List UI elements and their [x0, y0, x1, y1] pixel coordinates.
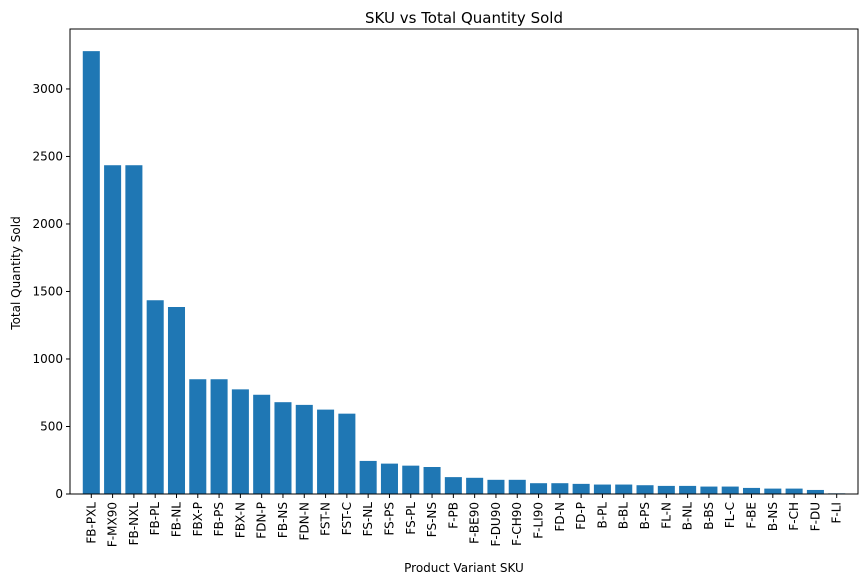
bar-fst-n: [317, 409, 335, 494]
bar-f-be: [742, 487, 761, 494]
bar-b-pl: [593, 484, 611, 494]
bar-fb-nxl: [125, 165, 143, 495]
bar-fs-ps: [380, 463, 398, 494]
bar-b-bl: [615, 484, 633, 494]
x-tick-label: FB-PS: [212, 502, 226, 536]
plot-frame: [69, 28, 859, 495]
bar-f-be90: [466, 477, 484, 494]
x-tick-label: B-BS: [702, 502, 716, 530]
bars-layer: [82, 51, 846, 495]
x-tick-label: B-NS: [766, 502, 780, 531]
bar-f-mx90: [104, 165, 122, 495]
bar-f-du: [806, 489, 824, 494]
bar-fbx-p: [189, 379, 207, 494]
bar-fbx-n: [231, 389, 249, 494]
x-tick-label: F-LI: [830, 502, 844, 523]
x-tick-label: FD-P: [574, 502, 588, 530]
x-tick-label: FDN-N: [297, 502, 311, 540]
x-tick-label: FB-PXL: [84, 502, 98, 544]
bar-b-nl: [679, 485, 697, 494]
x-tick-label: FS-NL: [361, 502, 375, 537]
x-tick-label: F-PB: [446, 502, 460, 529]
y-tick-label: 2000: [32, 217, 63, 231]
y-tick-label: 0: [55, 487, 63, 501]
bar-fb-nl: [167, 307, 186, 494]
bar-fb-ps: [210, 379, 228, 494]
bar-fd-n: [551, 483, 569, 494]
bar-fdn-n: [295, 404, 313, 494]
bar-fs-ns: [423, 467, 441, 494]
y-axis: 0 500 1000 1500 2000 2500 3000: [32, 82, 70, 501]
x-tick-label: FS-PL: [404, 502, 418, 535]
x-tick-label: FB-NL: [169, 502, 183, 537]
x-tick-label: FB-NXL: [127, 502, 141, 546]
x-axis: FB-PXL F-MX90 FB-NXL FB-PL FB-NL FBX-P FB-PS FB…: [84, 494, 844, 547]
x-tick-label: FL-C: [723, 502, 737, 528]
x-tick-label: F-BE90: [468, 502, 482, 544]
x-tick-label: FDN-P: [255, 502, 269, 539]
bar-fs-pl: [402, 465, 420, 494]
x-tick-label: F-DU90: [489, 502, 503, 547]
bar-f-ch: [785, 488, 803, 494]
bar-b-ns: [764, 488, 782, 494]
x-tick-label: B-BL: [617, 502, 631, 529]
bar-f-ch90: [508, 479, 526, 494]
y-tick-label: 1500: [32, 284, 63, 298]
y-tick-label: 3000: [32, 82, 63, 96]
x-tick-label: F-MX90: [106, 502, 120, 547]
x-tick-label: B-PS: [638, 502, 652, 529]
bar-fb-ns: [274, 402, 292, 494]
bar-b-ps: [636, 485, 654, 494]
x-tick-label: FS-PS: [382, 502, 396, 536]
x-tick-label: F-LI90: [532, 502, 546, 539]
bar-fl-c: [721, 486, 739, 494]
x-tick-label: FL-N: [659, 502, 673, 529]
x-tick-label: FB-NS: [276, 502, 290, 538]
x-tick-label: F-DU: [808, 502, 822, 531]
y-axis-title: Total Quantity Sold: [9, 216, 23, 330]
bar-fst-c: [338, 413, 356, 494]
bar-fs-nl: [359, 460, 377, 494]
bar-fdn-p: [253, 394, 271, 494]
x-tick-label: B-PL: [595, 502, 609, 529]
x-tick-label: F-CH: [787, 502, 801, 531]
bar-fb-pxl: [82, 51, 100, 494]
y-tick-label: 1000: [32, 352, 63, 366]
x-tick-label: F-CH90: [510, 502, 524, 546]
x-tick-label: F-BE: [745, 502, 759, 529]
bar-f-li90: [530, 483, 548, 494]
x-axis-title: Product Variant SKU: [404, 561, 524, 575]
y-tick-label: 500: [40, 419, 63, 433]
x-tick-label: FB-PL: [148, 502, 162, 536]
y-tick-label: 2500: [32, 149, 63, 163]
bar-f-du90: [487, 479, 505, 494]
bar-fl-n: [657, 485, 675, 494]
x-tick-label: FBX-N: [233, 502, 247, 538]
x-tick-label: FST-C: [340, 502, 354, 535]
bar-fb-pl: [146, 300, 164, 494]
x-tick-label: FST-N: [319, 502, 333, 536]
x-tick-label: FBX-P: [191, 502, 205, 536]
x-tick-label: B-NL: [681, 502, 695, 531]
bar-b-bs: [700, 486, 718, 494]
chart-title: SKU vs Total Quantity Sold: [365, 9, 563, 27]
bar-f-pb: [444, 477, 462, 494]
x-tick-label: FS-NS: [425, 502, 439, 537]
bar-fd-p: [572, 483, 590, 494]
x-tick-label: FD-N: [553, 502, 567, 531]
